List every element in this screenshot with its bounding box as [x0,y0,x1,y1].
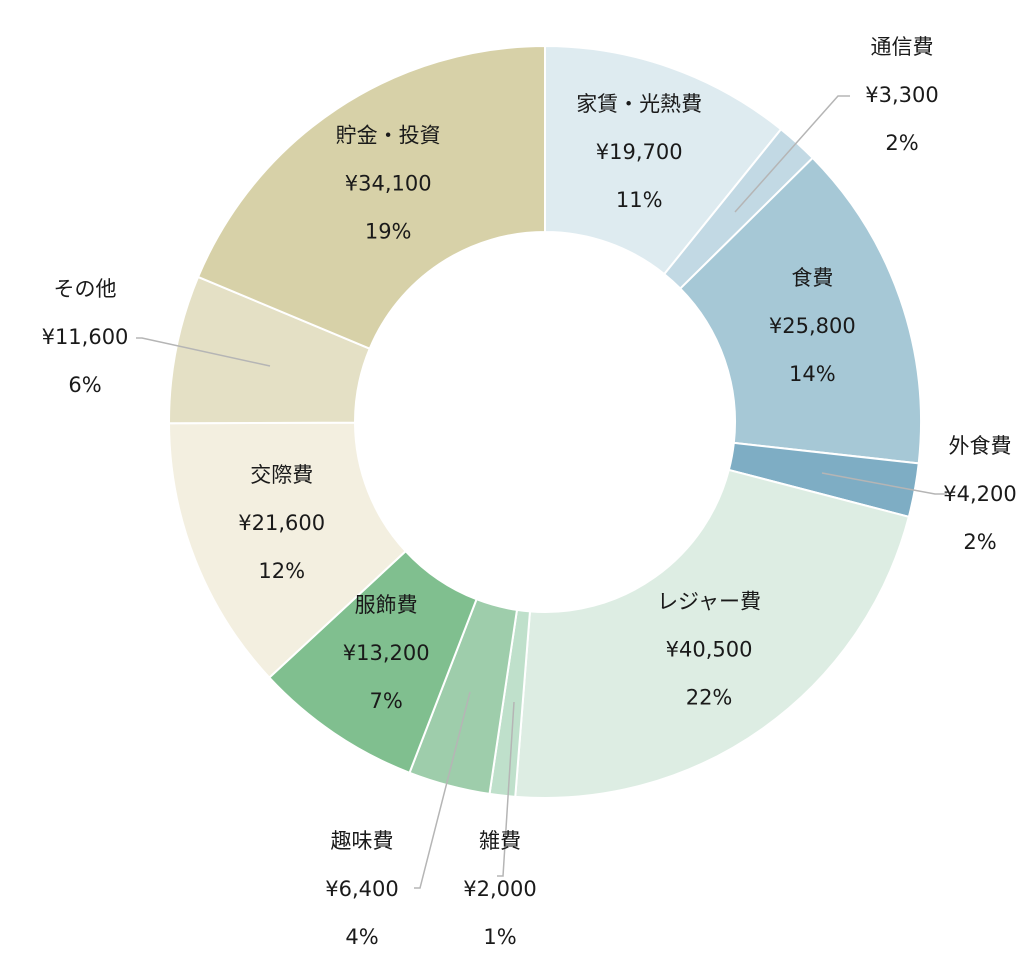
labels-group: 家賃・光熱費 ¥19,700 11% 通信費 ¥3,300 2% 食費 ¥25,800 14% 外… [42,35,1017,949]
leader-line-5 [497,701,515,877]
percent-label-10: 19% [365,219,412,243]
category-label-6: 趣味費 [331,829,394,853]
category-label-4: レジャー費 [657,590,761,614]
percent-label-4: 22% [686,686,733,710]
percent-label-1: 2% [885,131,918,155]
category-label-10: 貯金・投資 [336,123,441,147]
value-label-1: ¥3,300 [865,83,938,107]
percent-label-9: 6% [68,373,101,397]
category-label-3: 外食費 [949,434,1012,458]
percent-label-3: 2% [963,530,996,554]
leader-line-1 [734,95,850,213]
leader-line-6 [414,691,471,889]
slice-10 [196,44,546,350]
percent-label-7: 7% [369,689,402,713]
value-label-4: ¥40,500 [666,638,753,662]
slice-8 [167,421,408,680]
percent-label-0: 11% [616,188,663,212]
leader-lines-group [136,95,947,889]
value-label-10: ¥34,100 [345,171,432,195]
category-label-1: 通信費 [871,35,934,59]
percent-label-6: 4% [345,925,378,949]
category-label-9: その他 [54,277,117,301]
percent-label-8: 12% [258,559,305,583]
leader-line-3 [821,472,947,495]
category-label-2: 食費 [791,266,833,290]
value-label-0: ¥19,700 [596,140,683,164]
percent-label-5: 1% [483,925,516,949]
value-label-7: ¥13,200 [343,641,430,665]
value-label-8: ¥21,600 [238,511,325,535]
slices-group [167,44,922,799]
category-label-7: 服飾費 [355,593,418,617]
slice-2 [678,156,922,465]
value-label-2: ¥25,800 [769,314,856,338]
category-label-5: 雑費 [479,829,521,853]
category-label-8: 交際費 [250,463,313,487]
value-label-9: ¥11,600 [42,325,129,349]
value-label-3: ¥4,200 [943,482,1016,506]
category-label-0: 家賃・光熱費 [576,92,702,116]
percent-label-2: 14% [789,362,836,386]
slice-4 [514,468,911,799]
value-label-5: ¥2,000 [463,877,536,901]
value-label-6: ¥6,400 [325,877,398,901]
leader-line-9 [136,337,271,367]
